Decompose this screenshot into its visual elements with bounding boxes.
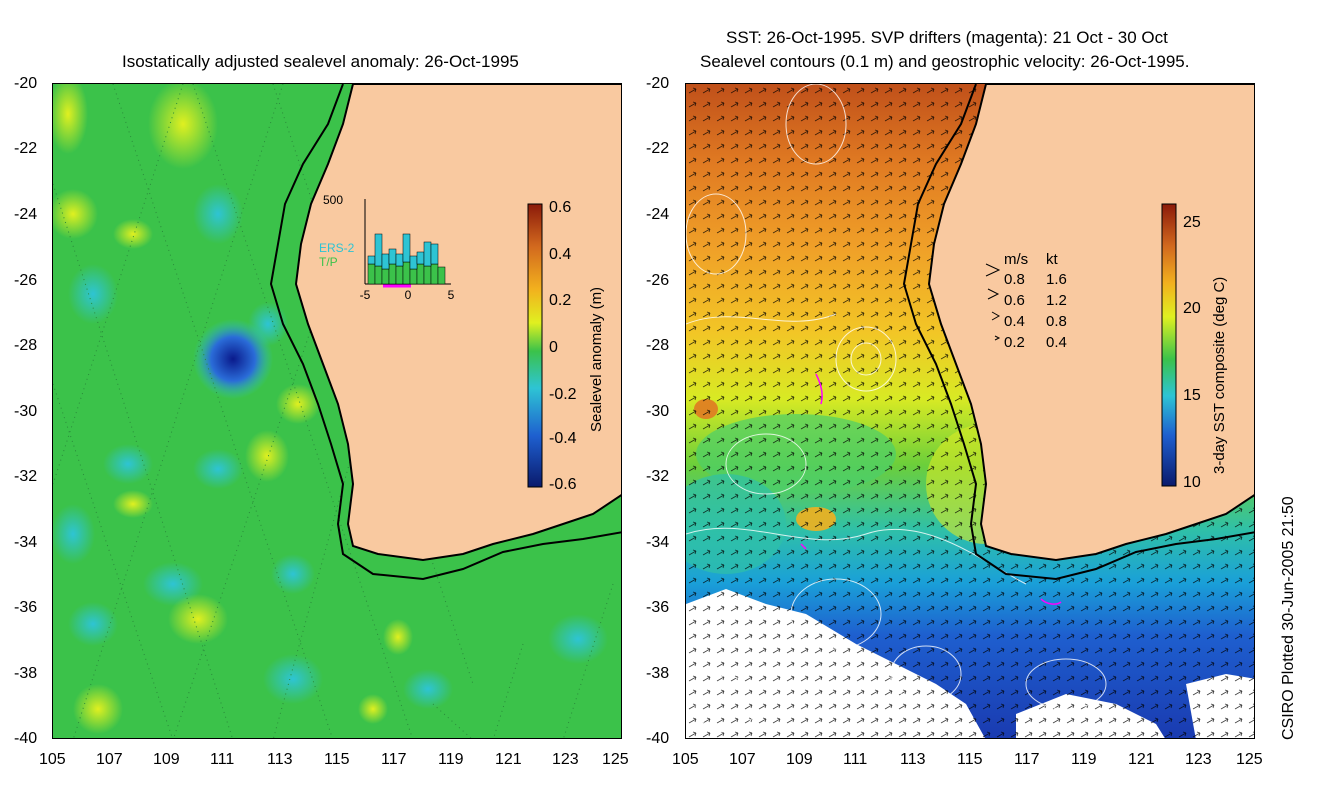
inset-ers2-label: ERS-2 <box>319 241 355 255</box>
anomaly-blobs <box>53 84 608 734</box>
plot-credit: CSIRO Plotted 30-Jun-2005 21:50 <box>1280 496 1297 740</box>
left-ytick: -26 <box>14 272 38 289</box>
right-ytick: -28 <box>646 337 670 354</box>
left-cb-tick: 0.4 <box>549 246 572 263</box>
right-xtick: 115 <box>957 751 983 768</box>
left-xtick: 115 <box>324 751 350 768</box>
left-xtick: 113 <box>267 751 293 768</box>
right-ytick: -24 <box>646 206 670 223</box>
right-ytick: -32 <box>646 468 670 485</box>
left-cb-tick: -0.6 <box>549 476 577 493</box>
left-xtick: 109 <box>153 751 180 768</box>
shelf-contour-right <box>902 84 1254 581</box>
left-map-title: Isostatically adjusted sealevel anomaly:… <box>122 52 519 71</box>
right-ytick: -22 <box>646 140 670 157</box>
legend-kt: 0.4 <box>1046 334 1067 351</box>
legend-ms: 0.2 <box>1004 334 1025 351</box>
left-xtick: 111 <box>210 751 235 768</box>
right-xtick: 105 <box>672 751 699 768</box>
right-cb-tick: 10 <box>1183 474 1201 491</box>
right-colorbar-label: 3-day SST composite (deg C) <box>1211 276 1228 474</box>
left-xtick: 117 <box>381 751 407 768</box>
legend-kt: 1.6 <box>1046 271 1067 288</box>
sealevel-map-canvas: 500 ERS-2 T/P -5 0 5 <box>53 84 621 738</box>
velocity-legend: m/s kt 0.8 1.6 0.6 1.2 0.4 0.8 0.2 0.4 <box>985 251 1067 351</box>
left-ytick: -20 <box>14 75 38 92</box>
left-ytick: -28 <box>14 337 38 354</box>
right-xtick: 107 <box>729 751 756 768</box>
left-xtick: 107 <box>96 751 123 768</box>
sealevel-colorbar <box>527 203 543 488</box>
svp-drifters <box>800 373 1062 605</box>
left-xtick: 125 <box>602 751 629 768</box>
left-colorbar-label: Sealevel anomaly (m) <box>588 286 605 432</box>
right-map-title-line1: SST: 26-Oct-1995. SVP drifters (magenta)… <box>726 28 1168 47</box>
inset-xtick-right: 5 <box>448 288 455 302</box>
right-map-title-line2: Sealevel contours (0.1 m) and geostrophi… <box>700 52 1190 71</box>
right-ytick: -40 <box>646 730 670 747</box>
right-ytick: -26 <box>646 272 670 289</box>
right-xtick: 113 <box>900 751 926 768</box>
right-ytick: -30 <box>646 403 670 420</box>
inset-tp-label: T/P <box>319 255 338 269</box>
inset-xtick-left: -5 <box>360 288 371 302</box>
right-xtick: 125 <box>1236 751 1263 768</box>
sst-map-canvas: m/s kt 0.8 1.6 0.6 1.2 0.4 0.8 0.2 0.4 <box>686 84 1254 738</box>
sst-colorbar <box>1161 203 1177 487</box>
right-ytick: -36 <box>646 599 670 616</box>
histogram-bars-tp <box>367 261 446 285</box>
left-ytick: -36 <box>14 599 38 616</box>
histogram-bars-ers2 <box>367 233 439 270</box>
left-xtick: 119 <box>438 751 464 768</box>
left-cb-tick: 0.2 <box>549 292 572 309</box>
sealevel-anomaly-map: 500 ERS-2 T/P -5 0 5 <box>52 83 622 739</box>
right-xtick: 111 <box>843 751 868 768</box>
left-ytick: -30 <box>14 403 38 420</box>
legend-header-ms: m/s <box>1004 251 1028 268</box>
inset-xtick-mid: 0 <box>405 288 412 302</box>
left-ytick: -22 <box>14 140 38 157</box>
left-cb-tick: -0.4 <box>549 430 577 447</box>
left-cb-tick: 0.6 <box>549 199 572 216</box>
right-cb-tick: 20 <box>1183 300 1201 317</box>
shelf-contour <box>269 84 621 581</box>
left-ytick: -34 <box>14 534 38 551</box>
right-xtick: 121 <box>1128 751 1155 768</box>
track-histogram-inset: 500 ERS-2 T/P -5 0 5 <box>319 193 455 302</box>
satellite-tracks <box>53 84 614 738</box>
legend-ms: 0.8 <box>1004 271 1025 288</box>
left-ytick: -38 <box>14 665 38 682</box>
legend-kt: 0.8 <box>1046 313 1067 330</box>
right-ytick: -34 <box>646 534 670 551</box>
sealevel-contours <box>686 84 1107 733</box>
right-xtick: 117 <box>1014 751 1040 768</box>
right-xtick: 119 <box>1071 751 1097 768</box>
right-cb-tick: 25 <box>1183 214 1201 231</box>
right-ytick: -38 <box>646 665 670 682</box>
right-ytick: -20 <box>646 75 670 92</box>
left-xtick: 105 <box>39 751 66 768</box>
left-ytick: -24 <box>14 206 38 223</box>
right-xtick: 123 <box>1185 751 1212 768</box>
legend-kt: 1.2 <box>1046 292 1067 309</box>
left-xtick: 121 <box>495 751 522 768</box>
left-cb-tick: 0 <box>549 339 558 356</box>
inset-ymax-label: 500 <box>323 193 343 207</box>
right-xtick: 109 <box>786 751 813 768</box>
right-cb-tick: 15 <box>1183 387 1201 404</box>
legend-ms: 0.6 <box>1004 292 1025 309</box>
left-ytick: -32 <box>14 468 38 485</box>
left-cb-tick: -0.2 <box>549 386 577 403</box>
legend-ms: 0.4 <box>1004 313 1025 330</box>
left-xtick: 123 <box>552 751 579 768</box>
left-ytick: -40 <box>14 730 38 747</box>
sst-map: m/s kt 0.8 1.6 0.6 1.2 0.4 0.8 0.2 0.4 <box>685 83 1255 739</box>
legend-header-kt: kt <box>1046 251 1059 268</box>
